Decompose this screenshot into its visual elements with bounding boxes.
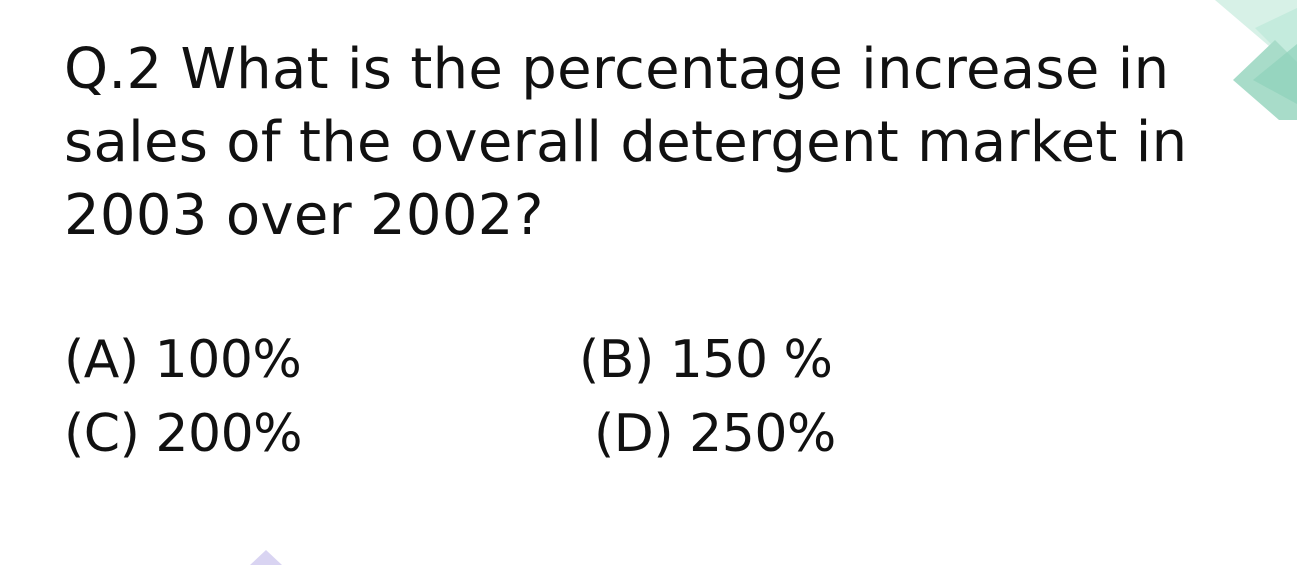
option-d[interactable]: (D) 250%	[594, 404, 836, 464]
question-line-3: 2003 over 2002?	[64, 183, 544, 248]
option-b[interactable]: (B) 150 %	[579, 330, 833, 390]
option-a[interactable]: (A) 100%	[64, 330, 302, 390]
decorative-shape-bottom	[250, 550, 282, 565]
question-line-1: Q.2 What is the percentage increase in	[64, 37, 1170, 102]
question-text: Q.2 What is the percentage increase in s…	[64, 33, 1204, 252]
option-c[interactable]: (C) 200%	[64, 404, 303, 464]
question-line-2: sales of the overall detergent market in	[64, 110, 1188, 175]
decorative-shape-top-right	[1215, 0, 1297, 120]
